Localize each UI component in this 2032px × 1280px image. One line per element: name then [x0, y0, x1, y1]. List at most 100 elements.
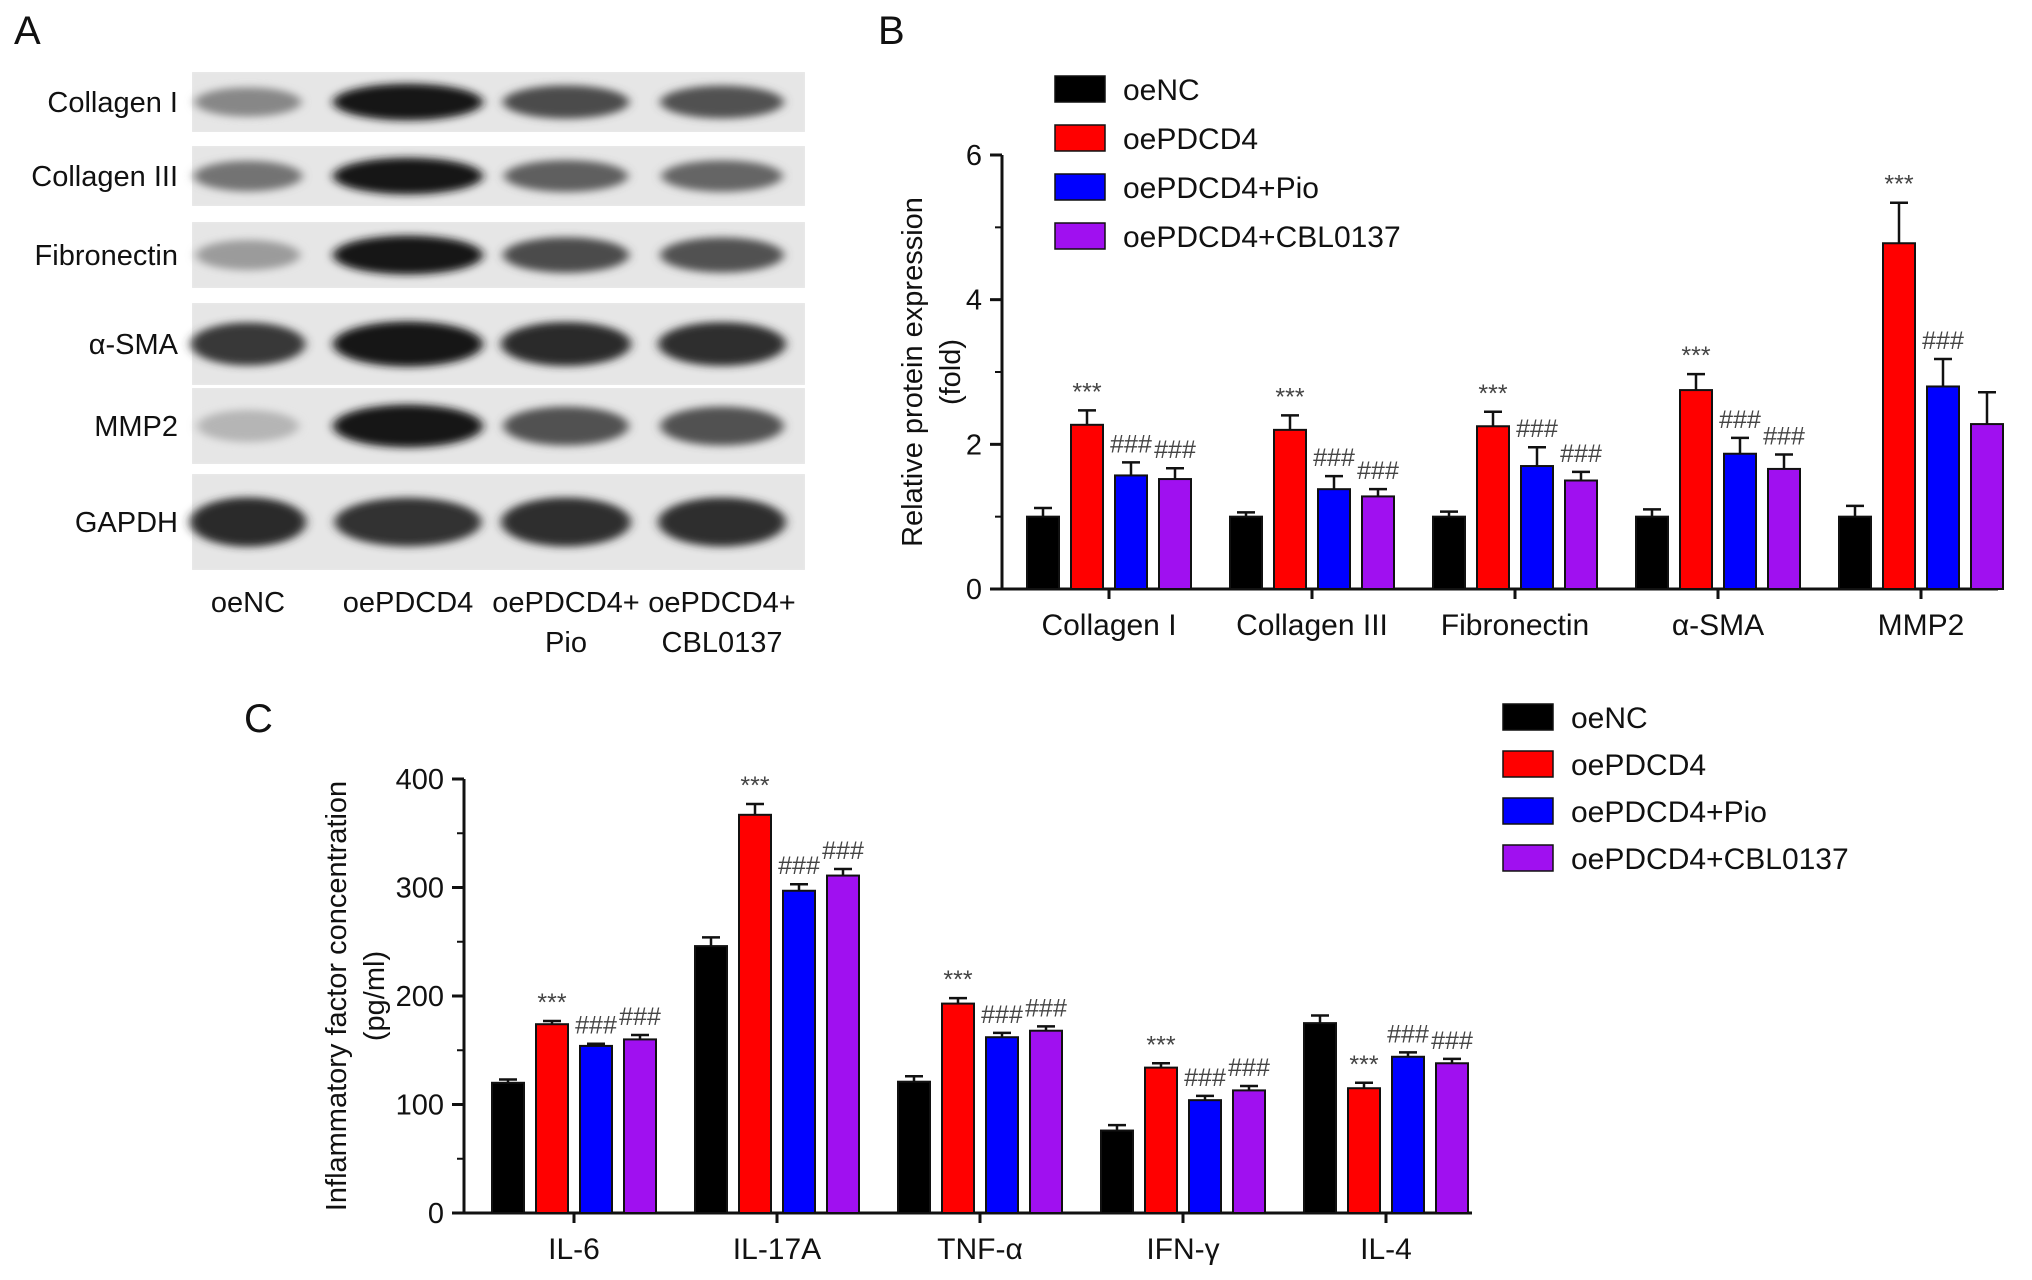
blot-lane-label-line2: CBL0137 — [662, 627, 783, 659]
panel-c-significance-oepdcd4: *** — [1146, 1031, 1175, 1059]
blot-band-collagen-i-lane-2 — [333, 83, 483, 121]
panel-c-significance-oepdcd4-plus-pio: ### — [981, 1001, 1023, 1029]
panel-c-bar-oepdcd4-plus-pio — [1188, 1099, 1222, 1215]
panel-c-significance-oepdcd4-plus-cbl0137: ### — [619, 1003, 661, 1031]
panel-c-letter: C — [244, 697, 273, 741]
blot-band-gapdh-lane-3 — [501, 497, 631, 547]
panel-b-legend-label: oePDCD4 — [1123, 123, 1258, 156]
panel-b-x-tick-label: Fibronectin — [1441, 609, 1589, 642]
panel-c-legend-item-oepdcd4-plus-cbl0137: oePDCD4+CBL0137 — [1502, 843, 1849, 876]
panel-b-bar-oepdcd4-plus-cbl0137 — [1158, 478, 1192, 591]
panel-b-bar-oepdcd4-plus-pio — [1114, 474, 1148, 591]
panel-c-group-il-17a: *** ###### — [694, 772, 864, 1215]
panel-b-bar-oepdcd4 — [1679, 389, 1713, 591]
blot-lane-label: oeNC — [211, 587, 285, 619]
panel-b-bar-oenc — [1838, 515, 1872, 591]
blot-band-alpha-sma-lane-3 — [500, 321, 632, 367]
panel-b-legend-label: oeNC — [1123, 74, 1200, 107]
blot-band-collagen-i-lane-3 — [502, 85, 630, 119]
panel-b-legend-item-oepdcd4-plus-cbl0137: oePDCD4+CBL0137 — [1054, 221, 1401, 254]
blot-row-label: α-SMA — [89, 329, 179, 361]
panel-c-legend-item-oenc: oeNC — [1502, 702, 1648, 735]
panel-c-bar-oepdcd4-plus-cbl0137 — [623, 1038, 657, 1215]
blot-band-fibronectin-lane-4 — [660, 237, 784, 273]
panel-b-bar-oepdcd4-plus-cbl0137 — [1767, 467, 1801, 590]
panel-c-significance-oepdcd4-plus-pio: ### — [575, 1012, 617, 1040]
panel-c-significance-oepdcd4: *** — [537, 989, 566, 1017]
panel-c-legend-swatch — [1502, 703, 1554, 731]
panel-c-legend-label: oeNC — [1571, 702, 1648, 735]
panel-c-significance-oepdcd4-plus-pio: ### — [1387, 1020, 1429, 1048]
panel-c-x-tick-label: IL-4 — [1360, 1233, 1412, 1266]
panel-c-bar-oepdcd4-plus-pio — [579, 1044, 613, 1215]
panel-b-bar-oenc — [1229, 515, 1263, 591]
blot-strip-mmp2 — [192, 388, 805, 464]
panel-c-bar-oenc — [694, 945, 728, 1215]
blot-band-fibronectin-lane-2 — [333, 235, 483, 275]
blot-row-label: Collagen III — [31, 161, 178, 193]
blot-strip-gapdh — [189, 474, 805, 570]
panel-c-legend-swatch — [1502, 750, 1554, 778]
panel-b-legend-label: oePDCD4+Pio — [1123, 172, 1319, 205]
panel-b-x-tick-label: α-SMA — [1672, 609, 1764, 642]
panel-c-bar-oepdcd4-plus-pio — [782, 889, 816, 1214]
western-blot-panel: Collagen I Collagen III Fibronectin α-SMA MM… — [31, 72, 805, 659]
panel-a-letter: A — [14, 9, 41, 53]
panel-b-bar-oepdcd4-plus-pio — [1317, 488, 1351, 590]
panel-c-bar-oenc — [1100, 1129, 1134, 1215]
panel-c-y-tick-label: 400 — [396, 764, 444, 796]
panel-c-bar-oepdcd4-plus-pio — [985, 1036, 1019, 1214]
blot-strip-alpha-sma — [190, 303, 805, 385]
panel-b-legend-item-oenc: oeNC — [1054, 74, 1200, 107]
blot-row-label: Collagen I — [47, 87, 178, 119]
blot-lane-label: oePDCD4+ — [648, 587, 796, 619]
panel-c-legend-item-oepdcd4: oePDCD4 — [1502, 749, 1706, 782]
panel-c-bar-oepdcd4-plus-pio — [1391, 1055, 1425, 1215]
panel-b-x-tick-label: MMP2 — [1878, 609, 1965, 642]
panel-c-y-axis-title: Inflammatory factor concentration (pg/ml) — [321, 781, 391, 1211]
panel-b-bar-oepdcd4 — [1882, 242, 1916, 590]
panel-c-bar-oepdcd4-plus-cbl0137 — [826, 874, 860, 1214]
panel-b-significance-oepdcd4-plus-cbl0137: ### — [1763, 422, 1805, 450]
blot-band-gapdh-lane-1 — [189, 497, 307, 547]
blot-band-alpha-sma-lane-1 — [190, 322, 306, 366]
panel-b-significance-oepdcd4-plus-cbl0137: ### — [1154, 436, 1196, 464]
panel-b-bar-oepdcd4-plus-pio — [1723, 452, 1757, 590]
panel-c-significance-oepdcd4-plus-cbl0137: ### — [1025, 994, 1067, 1022]
panel-b-legend-label: oePDCD4+CBL0137 — [1123, 221, 1401, 254]
panel-c-bar-oepdcd4 — [535, 1023, 569, 1214]
panel-c-group-il-4: *** ### ### — [1303, 1014, 1473, 1215]
panel-c-group-ifn-gamma: *** ### ### — [1100, 1031, 1270, 1215]
blot-strip-collagen-iii — [192, 146, 805, 206]
panel-c-y-tick-label: 100 — [396, 1090, 444, 1122]
panel-c-bar-oenc — [897, 1080, 931, 1214]
panel-b-bar-oepdcd4 — [1476, 425, 1510, 590]
panel-b-significance-oepdcd4: *** — [1275, 383, 1304, 411]
blot-lane-label: oePDCD4+ — [492, 587, 640, 619]
panel-b-significance-oepdcd4-plus-pio: ### — [1110, 430, 1152, 458]
panel-b-significance-oepdcd4: *** — [1072, 378, 1101, 406]
panel-c-x-tick-label: IL-17A — [733, 1233, 821, 1266]
panel-b-y-tick-label: 0 — [966, 574, 982, 606]
blot-band-mmp2-lane-4 — [660, 406, 784, 446]
panel-b-significance-oepdcd4-plus-pio: ### — [1516, 415, 1558, 443]
panel-c-significance-oepdcd4-plus-cbl0137: ### — [1228, 1054, 1270, 1082]
panel-b-significance-oepdcd4: *** — [1884, 171, 1913, 199]
panel-b-group-alpha-sma: *** ###### — [1635, 342, 1805, 591]
panel-b-legend: oeNC oePDCD4 oePDCD4+Pio oePDCD4+CBL0137 — [1054, 74, 1401, 254]
blot-lane-label-line2: Pio — [545, 627, 587, 659]
panel-c-y-tick-label: 200 — [396, 981, 444, 1013]
panel-b-significance-oepdcd4: *** — [1478, 380, 1507, 408]
panel-c-significance-oepdcd4: *** — [740, 772, 769, 800]
blot-band-alpha-sma-lane-4 — [658, 322, 786, 366]
panel-b-legend-item-oepdcd4: oePDCD4 — [1054, 123, 1258, 156]
panel-c-group-il-6: *** ### ### — [491, 989, 661, 1215]
panel-c-y-axis-title-line: Inflammatory factor concentration — [321, 781, 353, 1211]
panel-b-x-tick-label: Collagen I — [1041, 609, 1176, 642]
panel-b-significance-oepdcd4-plus-cbl0137: ### — [1357, 457, 1399, 485]
panel-b-y-tick-label: 4 — [966, 285, 982, 317]
panel-b-significance-oepdcd4-plus-pio: ### — [1922, 327, 1964, 355]
blot-row-label: GAPDH — [75, 507, 178, 539]
panel-b-group-collagen-iii: *** ### ### — [1229, 383, 1399, 591]
